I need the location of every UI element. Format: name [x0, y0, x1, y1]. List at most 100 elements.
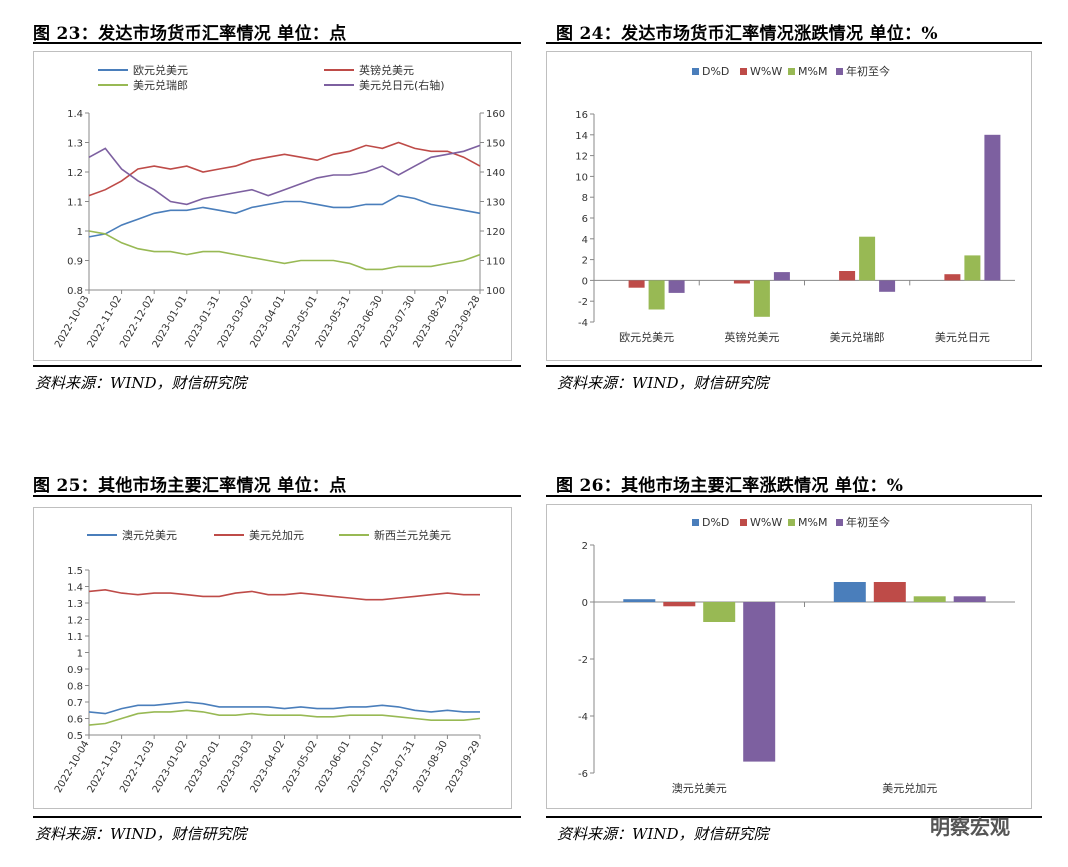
- y-tick-label: 1.1: [67, 198, 83, 209]
- bar: [964, 255, 981, 281]
- y-tick-label: 8: [582, 193, 588, 204]
- y-tick-label: 12: [575, 152, 588, 163]
- x-tick-label: 2023-01-31: [183, 294, 222, 350]
- legend-label: D%D: [702, 65, 729, 78]
- x-tick-label: 2023-01-01: [151, 294, 190, 350]
- x-tick-label: 2023-05-31: [314, 294, 353, 350]
- y-tick-label: 0.9: [67, 665, 83, 676]
- y-tick-label: 0.5: [67, 731, 83, 742]
- y-tick-label: 4: [582, 235, 588, 246]
- legend-label: 澳元兑美元: [122, 528, 177, 542]
- y-tick-label: -6: [578, 769, 588, 780]
- series-line: [88, 709, 481, 726]
- legend-swatch: [788, 68, 795, 75]
- legend-swatch: [836, 519, 843, 526]
- y-tick-label: -4: [578, 318, 588, 329]
- source-rule: [33, 816, 521, 818]
- y-tick-label: 1.4: [67, 109, 83, 120]
- y-tick-label: 1.2: [67, 168, 83, 179]
- legend-swatch: [692, 519, 699, 526]
- y-tick-label: 10: [575, 172, 588, 183]
- chart-area: 欧元兑美元 英镑兑美元 美元兑瑞郎 美元兑日元(右轴) 0.8 0.9 1 1.1 1.2 1.3…: [33, 51, 512, 361]
- title-rule: [546, 42, 1042, 44]
- bar: [879, 280, 896, 292]
- x-tick-label: 2022-11-02: [86, 294, 125, 350]
- y-tick-label: 2: [582, 541, 588, 552]
- source-note: 资料来源：WIND，财信研究院: [35, 374, 247, 392]
- legend-label: 年初至今: [846, 515, 890, 529]
- bar: [839, 271, 856, 281]
- legend-label: M%M: [798, 65, 827, 78]
- line-chart-other-fx: 澳元兑美元 美元兑加元 新西兰元兑美元 0.5 0.6 0.7 0.8 0.9 1 1.1 1.2 1…: [53, 528, 483, 795]
- legend-label: W%W: [750, 516, 782, 529]
- bar-chart-developed-change: D%D W%W M%M 年初至今 -4 -2 0 2 4 6 8 10 12 14 16 欧元兑美元 英镑兑美元…: [575, 64, 1015, 344]
- bar: [944, 274, 961, 281]
- x-tick-label: 欧元兑美元: [619, 330, 674, 344]
- x-tick-label: 2023-04-02: [249, 739, 288, 795]
- x-tick-label: 澳元兑美元: [672, 781, 727, 795]
- x-tick-label: 2023-06-30: [346, 294, 385, 350]
- x-tick-label: 2023-07-01: [346, 739, 385, 795]
- x-tick-label: 2023-05-01: [281, 294, 320, 350]
- series-line: [88, 588, 480, 601]
- y-tick-label: 16: [575, 110, 588, 121]
- y-tick-label: 1.1: [67, 632, 83, 643]
- bar: [984, 134, 1001, 281]
- x-tick-label: 美元兑加元: [882, 781, 937, 795]
- bar: [773, 272, 790, 281]
- bar: [703, 602, 736, 622]
- y-tick-label: 6: [582, 214, 588, 225]
- panel-title: 图 23：发达市场货币汇率情况 单位：点: [33, 24, 347, 44]
- series-line: [88, 194, 481, 238]
- source-note: 资料来源：WIND，财信研究院: [35, 825, 247, 843]
- bar: [648, 280, 665, 310]
- y2-tick-label: 130: [486, 198, 505, 209]
- x-tick-label: 2023-08-30: [411, 739, 450, 795]
- legend-label: 年初至今: [846, 64, 890, 78]
- title-rule: [33, 495, 521, 497]
- x-tick-label: 美元兑瑞郎: [830, 330, 885, 344]
- watermark-text: 明察宏观: [930, 815, 1010, 839]
- x-tick-label: 2023-02-01: [183, 739, 222, 795]
- source-rule: [546, 365, 1042, 367]
- legend-label: 新西兰元兑美元: [374, 528, 451, 542]
- y-tick-label: 0.9: [67, 257, 83, 268]
- legend-label: 美元兑加元: [249, 528, 304, 542]
- y-tick-label: 0.7: [67, 698, 83, 709]
- panel-title: 图 24：发达市场货币汇率情况涨跌情况 单位：%: [556, 24, 938, 44]
- y2-tick-label: 120: [486, 227, 505, 238]
- panel-title: 图 25：其他市场主要汇率情况 单位：点: [33, 476, 347, 496]
- x-tick-label: 2023-07-31: [379, 739, 418, 795]
- bar: [743, 602, 776, 762]
- legend-swatch: [788, 519, 795, 526]
- legend-label: W%W: [750, 65, 782, 78]
- legend-label: 英镑兑美元: [359, 63, 414, 77]
- legend-label: M%M: [798, 516, 827, 529]
- y-tick-label: 1: [77, 227, 83, 238]
- y2-tick-label: 100: [486, 286, 505, 297]
- x-tick-label: 2022-11-03: [86, 739, 125, 795]
- legend-label: 欧元兑美元: [133, 63, 188, 77]
- y-tick-label: 14: [575, 131, 588, 142]
- x-tick-label: 2022-10-03: [53, 294, 92, 350]
- bar: [913, 596, 946, 602]
- x-tick-label: 2023-05-02: [281, 739, 320, 795]
- bar: [953, 596, 986, 602]
- x-tick-label: 2022-12-02: [118, 294, 157, 350]
- y-tick-label: 0.8: [67, 286, 83, 297]
- title-rule: [546, 495, 1042, 497]
- y-tick-label: 2: [582, 256, 588, 267]
- y-tick-label: -2: [578, 297, 588, 308]
- legend-swatch: [836, 68, 843, 75]
- x-tick-label: 2023-07-30: [379, 294, 418, 350]
- x-tick-label: 2023-09-29: [444, 739, 483, 795]
- y-tick-label: -2: [578, 655, 588, 666]
- y-tick-label: 1: [77, 649, 83, 660]
- legend-swatch: [740, 519, 747, 526]
- x-tick-label: 2022-10-04: [53, 739, 92, 795]
- source-rule: [546, 816, 1042, 818]
- y-tick-label: 0: [582, 276, 588, 287]
- bar-chart-other-change: D%D W%W M%M 年初至今 -6 -4 -2 0 2 澳元兑美元 美元兑加元: [578, 515, 1015, 795]
- y2-tick-label: 110: [486, 257, 505, 268]
- x-tick-label: 2023-03-02: [216, 294, 255, 350]
